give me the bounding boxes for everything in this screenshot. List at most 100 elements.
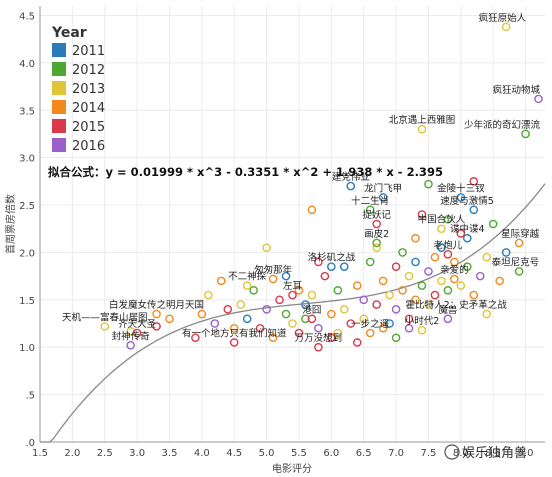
x-tick-label: 2.5 [97,448,113,459]
data-point [391,305,401,314]
data-point [488,219,498,229]
labeled-data-point [456,193,466,202]
point-label: 小时代2 [405,315,440,327]
x-tick-label: 7.5 [421,448,437,459]
point-label: 谍中谍4 [450,223,485,235]
watermark: 娱乐独角兽 [444,444,527,461]
labeled-data-point [501,22,511,32]
data-point [314,323,323,333]
data-point [197,309,207,319]
labeled-data-point [450,274,459,284]
data-point [294,328,304,338]
point-label: 画皮2 [364,228,389,240]
x-tick-label: 7.0 [388,448,404,459]
point-label: 泰坦尼克号 [492,256,540,268]
point-label: 捉妖记 [362,209,391,221]
legend-swatch [52,62,66,76]
y-tick-label: .0 [25,438,35,449]
labeled-data-point [443,314,453,324]
x-tick-label: 8.0 [453,448,469,459]
data-point [456,229,466,238]
x-tick-labels: 1.5 2.0 2.5 3.0 3.5 4.0 4.5 5.0 5.5 6.0 6.5 7.0 7.5 8… [32,448,533,459]
legend-title: Year [51,25,87,41]
data-point [365,257,375,267]
x-tick-label: 4.5 [226,448,242,459]
data-point [469,177,479,186]
data-point [294,286,304,295]
data-point [249,286,258,295]
labeled-data-point [100,322,110,331]
data-point [482,252,492,262]
point-label: 不二神探 [228,271,267,283]
y-tick-label: 3.5 [19,106,35,117]
point-label: 匆匆那年 [254,264,293,276]
watermark-icon [444,444,460,460]
data-point [463,262,472,271]
legend-swatch [52,119,66,133]
labeled-data-point [314,342,323,352]
labeled-data-point [437,224,446,234]
x-tick-label: 5.0 [259,448,275,459]
legend-swatch [52,100,66,114]
data-point [404,314,414,324]
point-label: 齐天大圣 [118,318,157,330]
watermark-text: 娱乐独角兽 [462,446,527,461]
y-tick-labels: .0 .5 1.0 1.5 2.0 2.5 3.0 3.5 4.0 4.5 [19,11,35,449]
data-point [216,276,226,286]
data-point [424,267,433,276]
legend: Year 2011 2012 2013 2014 2015 2016 [51,25,105,154]
data-point [268,333,278,343]
point-label: 老炮儿 [434,239,463,251]
labeled-data-point [372,238,381,248]
data-point [339,305,349,314]
labeled-data-point [378,193,388,202]
data-point [456,281,466,290]
labeled-data-point [346,181,356,191]
point-label: 亲爱的 [440,264,469,276]
legend-label: 2016 [72,139,105,154]
labeled-data-point [365,205,375,215]
point-label: 速度与激情5 [440,195,494,207]
data-point [301,314,310,324]
labeled-data-point [514,267,524,276]
y-tick-label: 4.0 [19,59,35,70]
labeled-data-point [417,124,427,134]
data-point [281,271,291,281]
data-point [391,333,401,343]
point-label: 港囧 [302,304,321,316]
labeled-data-point [482,309,492,319]
point-label: 左耳 [283,280,302,292]
labeled-data-point [288,290,297,300]
point-label: 疯狂原始人 [479,12,527,24]
data-point [443,214,453,224]
data-point [229,323,239,333]
data-point [191,333,200,343]
data-point [262,243,271,252]
labeled-data-point [534,94,543,104]
data-point [359,314,369,324]
point-label: 万万没想到 [295,332,343,344]
data-point [404,271,414,281]
point-label: 建党伟业 [332,171,370,183]
data-point [424,300,433,309]
data-point [352,281,362,290]
y-tick-label: 3.0 [19,154,35,165]
x-axis-title: 电影评分 [272,462,312,475]
point-label: 中国合伙人 [418,214,466,226]
point-label: 龙门飞甲 [364,182,402,194]
labeled-data-point [469,205,479,215]
data-point [430,290,440,300]
data-point [236,300,246,309]
point-label: 天机——富春山居图 [62,311,148,323]
data-point [327,309,336,319]
legend-swatch [52,81,66,95]
data-point [385,290,394,300]
labeled-data-point [126,341,135,350]
labeled-data-point [327,262,336,271]
grid-lines [39,6,545,443]
data-point [411,233,420,243]
data-point [152,322,161,331]
data-points [100,22,543,352]
legend-swatch [52,138,66,152]
